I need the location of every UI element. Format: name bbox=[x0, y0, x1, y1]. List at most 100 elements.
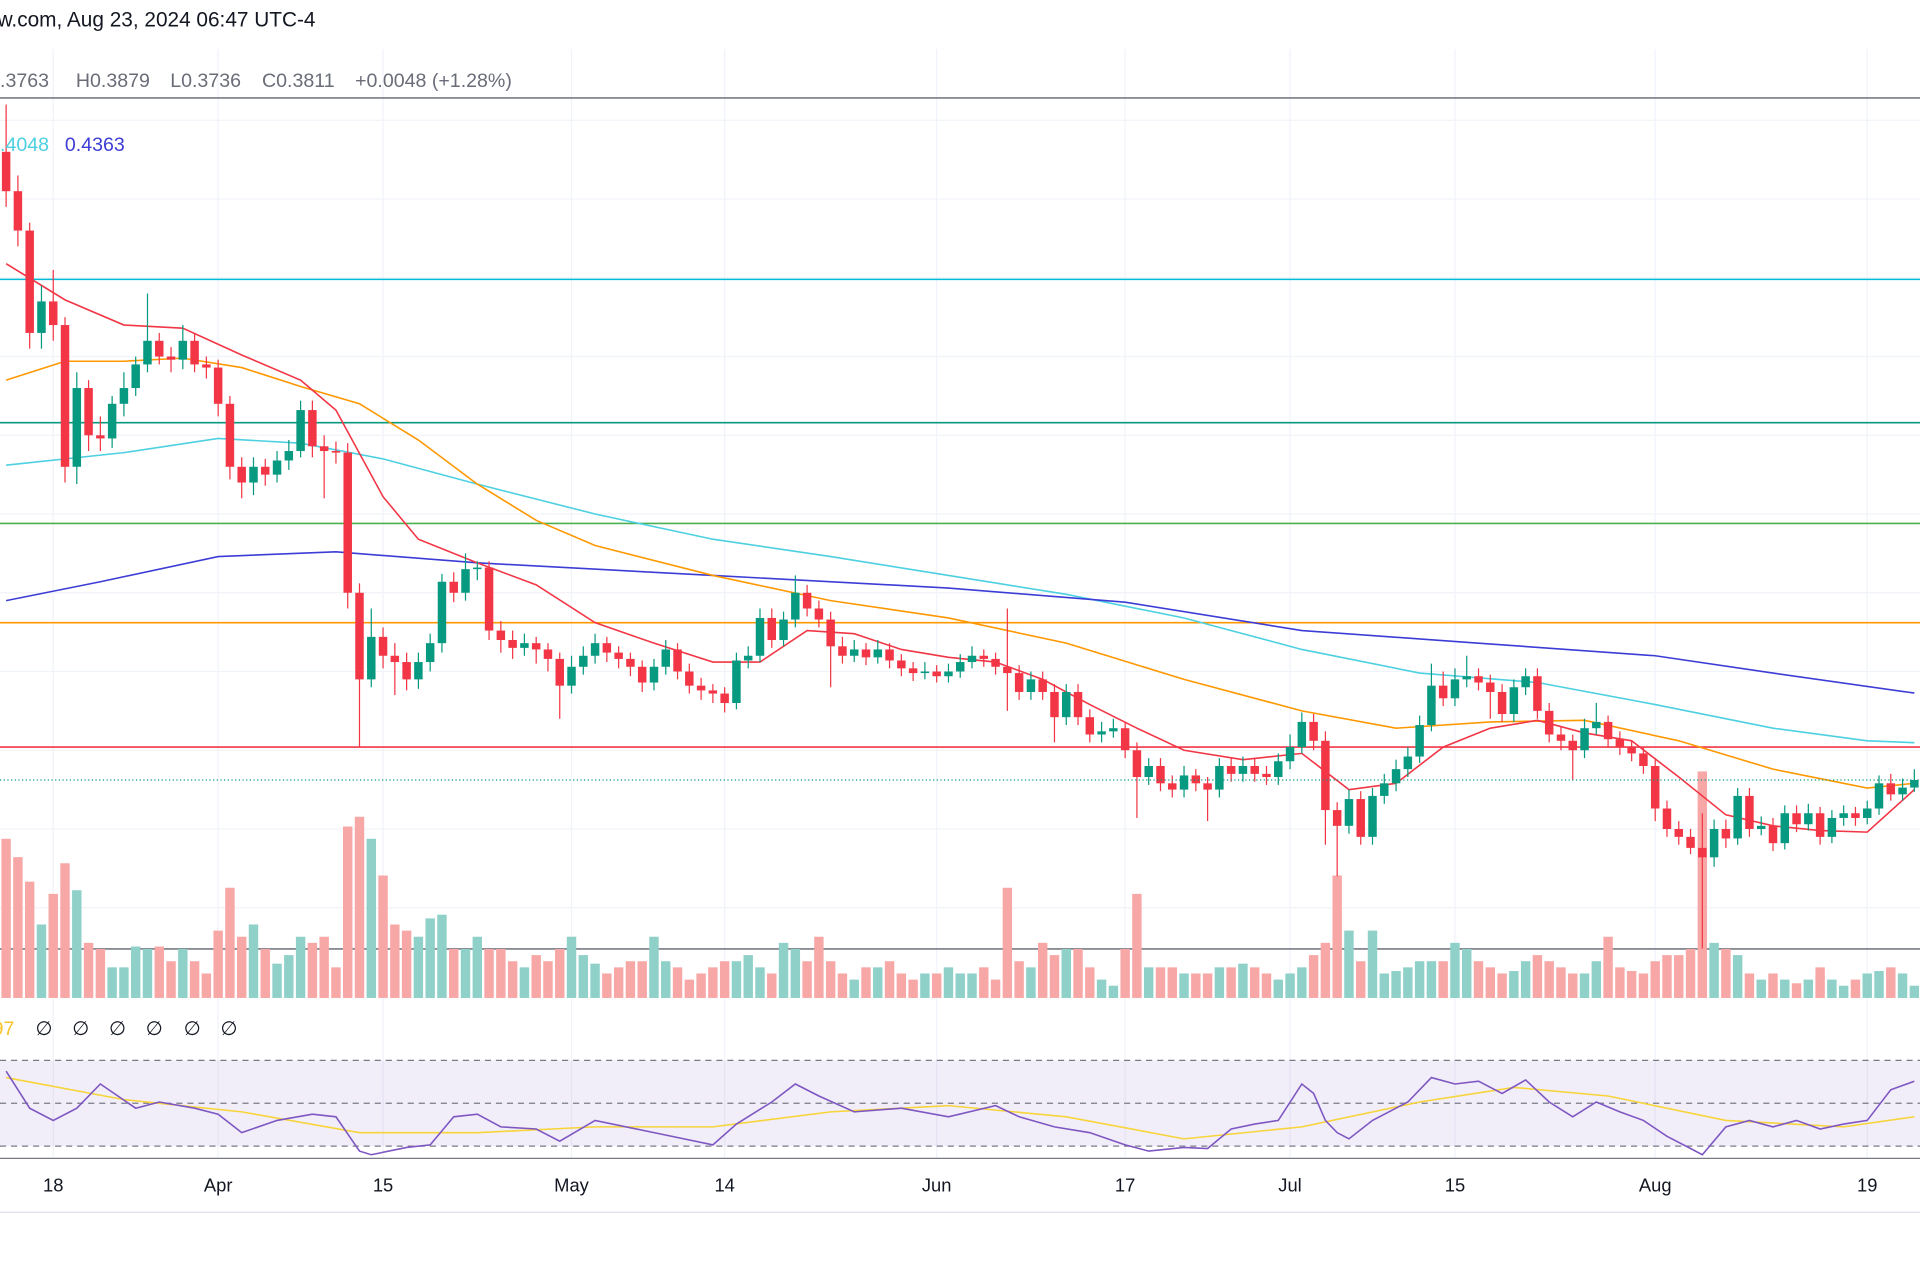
rsi-legend: ∅ bbox=[109, 1018, 126, 1040]
volume-bar bbox=[1238, 963, 1248, 998]
candle-body bbox=[920, 671, 930, 674]
volume-bar bbox=[1756, 979, 1766, 998]
volume-bar bbox=[602, 973, 612, 998]
volume-bar bbox=[413, 936, 424, 998]
candle-body bbox=[1815, 813, 1825, 837]
x-tick-label: 15 bbox=[1445, 1174, 1465, 1195]
volume-bar bbox=[1108, 985, 1119, 998]
volume-bar bbox=[1874, 971, 1884, 998]
candle-body bbox=[1062, 691, 1071, 718]
volume-bar bbox=[83, 942, 94, 998]
candle-body bbox=[308, 410, 317, 447]
candle-body bbox=[343, 452, 352, 593]
candle-body bbox=[1627, 747, 1636, 754]
candle-body bbox=[367, 636, 376, 680]
candle-body bbox=[1238, 765, 1248, 774]
candle-body bbox=[1285, 747, 1295, 762]
volume-bar bbox=[802, 961, 812, 998]
candle-body bbox=[1309, 721, 1318, 741]
volume-bar bbox=[1250, 967, 1260, 998]
volume-bar bbox=[1026, 967, 1036, 998]
rsi-pane bbox=[0, 1059, 1920, 1156]
volume-bar bbox=[1579, 973, 1590, 998]
rsi-legend: ∅ bbox=[184, 1018, 201, 1040]
candle-body bbox=[814, 608, 824, 620]
candle-body bbox=[1544, 710, 1554, 735]
volume-bar bbox=[1391, 971, 1401, 998]
volume-bar bbox=[390, 924, 400, 998]
candle-body bbox=[390, 655, 400, 663]
candle-body bbox=[425, 643, 435, 663]
volume-bar bbox=[1815, 967, 1825, 998]
volume-bar bbox=[1768, 973, 1778, 998]
candle-body bbox=[1745, 795, 1754, 829]
volume-bar bbox=[896, 973, 907, 998]
candle-body bbox=[590, 643, 600, 656]
legend-value: 0.4363 bbox=[65, 134, 125, 156]
ohlc-label: L0.3736 bbox=[170, 70, 241, 92]
x-tick-label: 17 bbox=[1115, 1174, 1135, 1195]
candle-body bbox=[567, 666, 576, 686]
volume-bar bbox=[555, 948, 565, 998]
volume-bar bbox=[331, 967, 341, 998]
candle-body bbox=[1827, 817, 1837, 837]
volume-bar bbox=[825, 961, 836, 998]
candle-body bbox=[1, 151, 11, 192]
candle-body bbox=[955, 662, 965, 672]
volume-bar bbox=[1191, 973, 1201, 998]
indicator-line bbox=[5, 551, 1915, 694]
candle-body bbox=[155, 340, 164, 357]
candle-body bbox=[1662, 808, 1672, 829]
rsi-legend: ∅ bbox=[146, 1018, 163, 1040]
volume-bar bbox=[248, 924, 259, 998]
candle-body bbox=[1533, 676, 1542, 711]
volume-bar bbox=[873, 967, 883, 998]
candle-body bbox=[1250, 765, 1259, 774]
candle-body bbox=[1003, 666, 1012, 674]
volume-bar bbox=[201, 973, 212, 998]
candle-body bbox=[1486, 682, 1495, 692]
volume-bar bbox=[1273, 979, 1283, 998]
volume-bar bbox=[1520, 961, 1531, 998]
volume-bar bbox=[1379, 973, 1389, 998]
volume-bar bbox=[1450, 942, 1460, 998]
candle-body bbox=[119, 388, 129, 404]
rsi-legend: ∅ bbox=[72, 1018, 89, 1040]
volume-bar bbox=[637, 961, 647, 998]
candle-body bbox=[1415, 725, 1424, 757]
candle-body bbox=[873, 649, 883, 658]
volume-bar bbox=[1132, 893, 1142, 998]
volume-bar bbox=[1179, 973, 1189, 998]
volume-bar bbox=[449, 948, 459, 998]
ohlc-label: H0.3879 bbox=[76, 70, 150, 92]
x-tick-label: May bbox=[554, 1174, 590, 1195]
candle-body bbox=[1603, 721, 1613, 740]
volume-bar bbox=[590, 963, 600, 998]
candle-body bbox=[378, 636, 388, 656]
candle-body bbox=[178, 340, 188, 360]
candle-body bbox=[1509, 687, 1519, 715]
candle-body bbox=[1403, 756, 1413, 770]
candle-body bbox=[932, 671, 941, 677]
volume-bar bbox=[48, 893, 58, 998]
candle-body bbox=[661, 649, 670, 667]
volume-bar bbox=[1403, 967, 1413, 998]
candle-body bbox=[72, 388, 82, 467]
volume-bar bbox=[719, 961, 730, 998]
candle-body bbox=[1639, 753, 1648, 766]
volume-bar bbox=[1732, 955, 1743, 998]
candle-body bbox=[1097, 731, 1106, 735]
candle-body bbox=[449, 581, 458, 593]
x-tick-label: Jun bbox=[922, 1174, 952, 1195]
candle-body bbox=[1474, 676, 1483, 683]
candle-body bbox=[720, 693, 729, 703]
candle-body bbox=[84, 388, 93, 436]
candle-body bbox=[414, 662, 423, 680]
candle-body bbox=[767, 617, 777, 641]
volume-bar bbox=[1615, 967, 1625, 998]
volume-bar bbox=[967, 973, 977, 998]
volume-bar bbox=[837, 973, 848, 998]
volume-bar bbox=[460, 948, 471, 998]
candle-body bbox=[732, 660, 741, 703]
